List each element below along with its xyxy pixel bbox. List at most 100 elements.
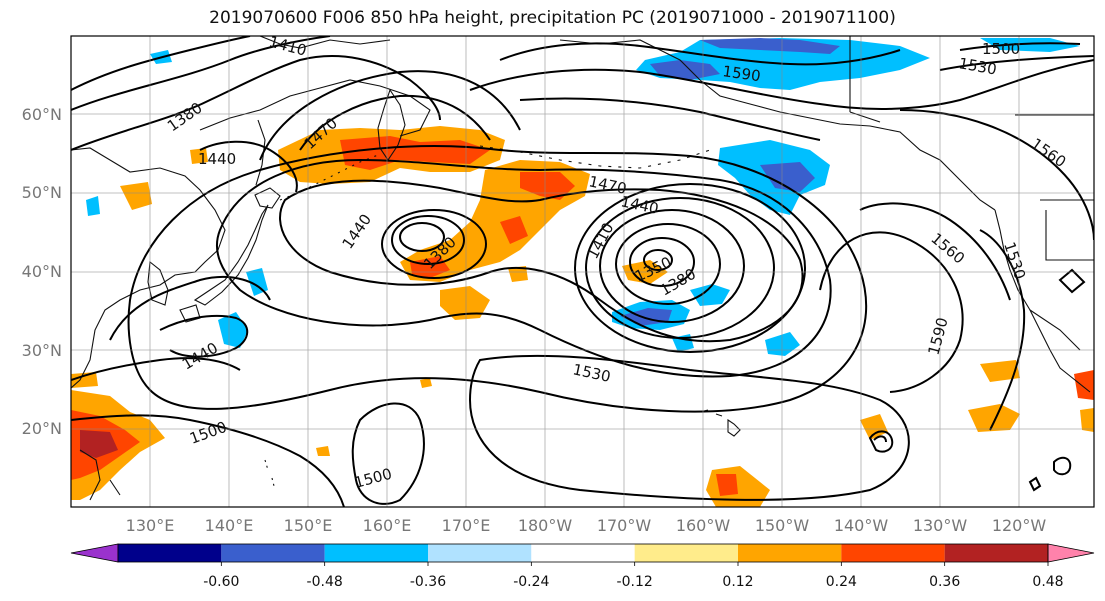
contour-1500 xyxy=(127,145,868,413)
height-contours xyxy=(71,36,1094,507)
map-gridlines xyxy=(71,36,1094,507)
positive-anomaly-dot2 xyxy=(316,446,330,456)
contour-east-low-1 xyxy=(643,249,673,271)
contour-1470 xyxy=(215,158,832,378)
colorbar-segment-5 xyxy=(634,544,738,562)
positive-anomaly-mexico-south xyxy=(1080,408,1094,432)
negative-anomaly-west-edge xyxy=(86,196,100,216)
contour-1440-west xyxy=(199,140,298,193)
map-border xyxy=(70,35,1095,508)
positive-anomaly-west-small2 xyxy=(190,148,208,164)
lat-label-30n: 30°N xyxy=(22,341,62,360)
colorbar-segment-3 xyxy=(428,544,532,562)
lon-label-9: 140°W xyxy=(834,516,889,535)
baja-coast xyxy=(1029,309,1081,351)
contour-1470-japan xyxy=(109,276,271,341)
contour-1410-top xyxy=(71,36,251,91)
lat-label-40n: 40°N xyxy=(22,262,62,281)
colorbar-label-5: 0.12 xyxy=(722,574,753,590)
strong-negative-anomaly-gulf-alaska xyxy=(760,162,815,192)
colorbar-labels: -0.60 -0.48 -0.36 -0.24 -0.12 0.12 0.24 0.36 0.4… xyxy=(203,562,1064,590)
colorbar-segment-1 xyxy=(221,544,325,562)
contour-1440-kamchatka xyxy=(259,70,521,161)
contour-west-low-2 xyxy=(391,215,465,265)
lon-label-10: 130°W xyxy=(913,516,968,535)
positive-anomaly-west-small xyxy=(71,372,98,388)
contour-east-low-6 xyxy=(574,183,806,353)
us-state-lines xyxy=(1045,210,1094,261)
contour-1500-japan xyxy=(71,357,241,381)
positive-anomaly-mexico xyxy=(1074,370,1094,400)
lon-label-2: 150°E xyxy=(284,516,333,535)
alaska-coastline xyxy=(559,39,996,211)
contour-1530-north xyxy=(469,59,1094,110)
contour-east-low-2 xyxy=(629,237,695,287)
positive-anomaly-south xyxy=(440,286,490,320)
colorbar-label-2: -0.36 xyxy=(410,574,446,590)
latitude-labels: 60°N 50°N 40°N 30°N 20°N xyxy=(22,105,62,438)
colorbar-segment-8 xyxy=(944,544,1048,562)
lon-label-6: 170°W xyxy=(597,516,652,535)
colorbar-segment-4 xyxy=(531,544,635,562)
colorbar-label-1: -0.48 xyxy=(307,574,343,590)
negative-anomaly-arctic xyxy=(980,38,1080,52)
contour-1380 xyxy=(71,55,441,151)
colorbar-segment-2 xyxy=(324,544,428,562)
philippines-coast xyxy=(79,449,121,501)
lon-label-3: 160°E xyxy=(363,516,412,535)
contour-1440 xyxy=(279,179,804,343)
lat-label-50n: 50°N xyxy=(22,183,62,202)
map-title: 2019070600 F006 850 hPa height, precipit… xyxy=(209,8,896,28)
very-strong-positive-anomaly-philippines xyxy=(80,430,118,458)
siberia-coastline xyxy=(259,36,391,49)
strong-positive-anomaly-near-low xyxy=(410,256,450,278)
colorbar-outline xyxy=(117,543,1049,563)
colorbar-label-8: 0.48 xyxy=(1032,574,1063,590)
lat-label-20n: 20°N xyxy=(22,419,62,438)
colorbar-arrow-left xyxy=(70,543,119,563)
positive-anomaly-west-north xyxy=(120,182,152,210)
colorbar-label-3: -0.24 xyxy=(513,574,549,590)
contour-small-loop-2 xyxy=(873,435,887,443)
positive-anomaly-baja xyxy=(980,360,1020,382)
positive-anomaly-hawaii-east xyxy=(860,414,888,440)
pacific-islands xyxy=(264,459,275,487)
contour-small-loop-1 xyxy=(868,430,894,453)
okhotsk-coastline xyxy=(199,79,431,137)
contour-1530-east xyxy=(979,229,1026,431)
lon-label-11: 120°W xyxy=(992,516,1047,535)
contour-label-1440-west: 1440 xyxy=(198,150,236,168)
contour-east-low-4 xyxy=(599,209,745,323)
lon-label-1: 140°E xyxy=(205,516,254,535)
colorbar-segment-0 xyxy=(118,544,222,562)
contour-small-loop-4 xyxy=(1058,268,1086,294)
contour-1590-north xyxy=(499,42,901,66)
strong-positive-anomaly-east-pacific xyxy=(716,474,738,496)
lat-label-60n: 60°N xyxy=(22,105,62,124)
contour-1440-japan xyxy=(159,314,249,358)
negative-anomaly-low-east xyxy=(690,284,730,306)
colorbar xyxy=(70,543,1095,563)
asia-coastline xyxy=(71,147,226,389)
japan-hokkaido xyxy=(254,187,281,209)
strong-negative-anomaly-bering-west xyxy=(650,60,720,80)
positive-anomaly-dot xyxy=(420,378,432,388)
positive-anomaly-small xyxy=(508,266,528,282)
contour-1410-north xyxy=(71,36,331,111)
contour-1470-north xyxy=(519,97,821,141)
colorbar-label-4: -0.12 xyxy=(617,574,653,590)
strong-negative-anomaly-bering xyxy=(700,38,840,54)
contour-label-1500-ne: 1500 xyxy=(982,40,1020,58)
contour-1410-kamchatka xyxy=(299,94,491,151)
contour-1530-ne xyxy=(939,55,1094,71)
colorbar-segment-7 xyxy=(841,544,945,562)
contour-1500-ne xyxy=(959,42,1081,51)
lon-label-5: 180°W xyxy=(518,516,573,535)
contour-east-low-3 xyxy=(615,223,721,305)
contour-small-loop-5 xyxy=(1028,476,1042,492)
colorbar-label-7: 0.36 xyxy=(929,574,960,590)
positive-anomaly-mexico-west xyxy=(968,404,1020,432)
lon-label-8: 150°W xyxy=(755,516,810,535)
strong-positive-anomaly-kuril xyxy=(340,136,490,170)
